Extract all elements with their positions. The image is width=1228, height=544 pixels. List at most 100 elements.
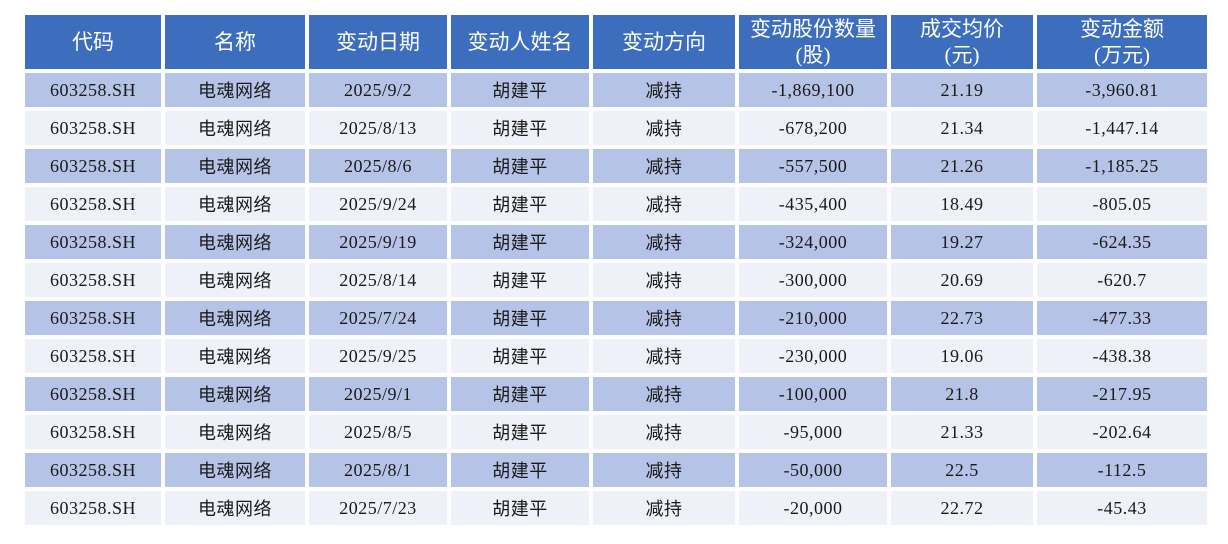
table-cell-person_name: 胡建平 — [451, 149, 589, 183]
table-cell-person_name: 胡建平 — [451, 73, 589, 107]
table-cell-direction: 减持 — [593, 73, 735, 107]
table-cell-avg_price: 21.34 — [891, 111, 1033, 145]
table-row: 603258.SH 电魂网络 2025/8/5 胡建平 减持 -95,000 21.33 -2… — [25, 415, 1207, 449]
table-cell-direction: 减持 — [593, 111, 735, 145]
table-cell-code: 603258.SH — [25, 415, 161, 449]
table-row: 603258.SH 电魂网络 2025/8/14 胡建平 减持 -300,000 20.69… — [25, 263, 1207, 297]
column-header-unit: (万元) — [1094, 43, 1150, 67]
table-cell-code: 603258.SH — [25, 225, 161, 259]
table-cell-person_name: 胡建平 — [451, 301, 589, 335]
column-header-text: 名称 — [167, 29, 303, 55]
table-cell-avg_price: 21.26 — [891, 149, 1033, 183]
table-cell-change_date: 2025/8/6 — [309, 149, 447, 183]
table-cell-shares_changed: -300,000 — [739, 263, 887, 297]
table-cell-change_date: 2025/9/2 — [309, 73, 447, 107]
table-cell-amount: -438.38 — [1037, 339, 1207, 373]
table-cell-direction: 减持 — [593, 491, 735, 525]
column-header-text: 变动人姓名 — [453, 29, 587, 55]
table-cell-person_name: 胡建平 — [451, 491, 589, 525]
table-cell-shares_changed: -678,200 — [739, 111, 887, 145]
table-cell-code: 603258.SH — [25, 339, 161, 373]
table-cell-direction: 减持 — [593, 415, 735, 449]
table-cell-direction: 减持 — [593, 301, 735, 335]
table-cell-shares_changed: -50,000 — [739, 453, 887, 487]
table-row: 603258.SH 电魂网络 2025/9/24 胡建平 减持 -435,400 18.49… — [25, 187, 1207, 221]
table-cell-avg_price: 22.73 — [891, 301, 1033, 335]
table-row: 603258.SH 电魂网络 2025/8/1 胡建平 减持 -50,000 22.5 -11… — [25, 453, 1207, 487]
table-cell-avg_price: 18.49 — [891, 187, 1033, 221]
column-header-label: 名称 — [214, 30, 256, 54]
table-cell-code: 603258.SH — [25, 301, 161, 335]
table-cell-name: 电魂网络 — [165, 187, 305, 221]
share-change-table: 代码 名称 变动日期 变动人姓名 变动方向 变动股份数量 (股) 成交均价 (元) 变动金额 (万元… — [21, 11, 1211, 529]
table-cell-avg_price: 22.5 — [891, 453, 1033, 487]
column-header-text: 变动金额 (万元) — [1039, 16, 1205, 68]
table-cell-amount: -217.95 — [1037, 377, 1207, 411]
table-cell-name: 电魂网络 — [165, 263, 305, 297]
table-cell-code: 603258.SH — [25, 377, 161, 411]
column-header-label: 变动日期 — [336, 30, 420, 54]
table-cell-person_name: 胡建平 — [451, 225, 589, 259]
table-cell-shares_changed: -100,000 — [739, 377, 887, 411]
table-cell-amount: -805.05 — [1037, 187, 1207, 221]
table-cell-code: 603258.SH — [25, 149, 161, 183]
table-cell-shares_changed: -230,000 — [739, 339, 887, 373]
table-cell-amount: -3,960.81 — [1037, 73, 1207, 107]
table-cell-avg_price: 21.33 — [891, 415, 1033, 449]
table-cell-shares_changed: -20,000 — [739, 491, 887, 525]
table-cell-person_name: 胡建平 — [451, 339, 589, 373]
table-cell-direction: 减持 — [593, 225, 735, 259]
table-cell-code: 603258.SH — [25, 111, 161, 145]
table-cell-amount: -45.43 — [1037, 491, 1207, 525]
table-cell-code: 603258.SH — [25, 73, 161, 107]
column-header-direction: 变动方向 — [593, 15, 735, 69]
table-cell-person_name: 胡建平 — [451, 415, 589, 449]
column-header-change_date: 变动日期 — [309, 15, 447, 69]
table-row: 603258.SH 电魂网络 2025/8/6 胡建平 减持 -557,500 21.26-… — [25, 149, 1207, 183]
table-cell-person_name: 胡建平 — [451, 187, 589, 221]
table-cell-person_name: 胡建平 — [451, 377, 589, 411]
table-cell-shares_changed: -210,000 — [739, 301, 887, 335]
table-cell-shares_changed: -557,500 — [739, 149, 887, 183]
table-cell-direction: 减持 — [593, 377, 735, 411]
table-cell-name: 电魂网络 — [165, 377, 305, 411]
column-header-unit: (股) — [795, 43, 831, 67]
table-cell-name: 电魂网络 — [165, 301, 305, 335]
table-cell-name: 电魂网络 — [165, 415, 305, 449]
table-cell-direction: 减持 — [593, 453, 735, 487]
table-row: 603258.SH 电魂网络 2025/9/1 胡建平 减持 -100,000 21.8 -2… — [25, 377, 1207, 411]
table-row: 603258.SH 电魂网络 2025/9/25 胡建平 减持 -230,000 19.06… — [25, 339, 1207, 373]
column-header-avg_price: 成交均价 (元) — [891, 15, 1033, 69]
table-cell-code: 603258.SH — [25, 491, 161, 525]
table-cell-direction: 减持 — [593, 263, 735, 297]
table-cell-change_date: 2025/9/24 — [309, 187, 447, 221]
table-cell-name: 电魂网络 — [165, 339, 305, 373]
table-cell-amount: -624.35 — [1037, 225, 1207, 259]
table-cell-direction: 减持 — [593, 149, 735, 183]
column-header-text: 变动日期 — [311, 29, 445, 55]
column-header-label: 代码 — [72, 30, 114, 54]
table-cell-change_date: 2025/8/13 — [309, 111, 447, 145]
column-header-label: 变动股份数量 — [750, 17, 876, 41]
table-cell-change_date: 2025/8/5 — [309, 415, 447, 449]
table-cell-change_date: 2025/8/1 — [309, 453, 447, 487]
table-cell-amount: -202.64 — [1037, 415, 1207, 449]
table-cell-avg_price: 22.72 — [891, 491, 1033, 525]
table-row: 603258.SH 电魂网络 2025/7/23 胡建平 减持 -20,000 22.72-… — [25, 491, 1207, 525]
table-cell-change_date: 2025/9/1 — [309, 377, 447, 411]
table-cell-name: 电魂网络 — [165, 149, 305, 183]
table-cell-shares_changed: -95,000 — [739, 415, 887, 449]
table-cell-amount: -620.7 — [1037, 263, 1207, 297]
table-row: 603258.SH 电魂网络 2025/9/19 胡建平 减持 -324,000 19.27… — [25, 225, 1207, 259]
column-header-label: 变动金额 — [1080, 17, 1164, 41]
table-cell-change_date: 2025/9/25 — [309, 339, 447, 373]
column-header-amount: 变动金额 (万元) — [1037, 15, 1207, 69]
column-header-label: 变动人姓名 — [467, 30, 573, 54]
table-cell-avg_price: 19.06 — [891, 339, 1033, 373]
column-header-code: 代码 — [25, 15, 161, 69]
table-cell-name: 电魂网络 — [165, 73, 305, 107]
table-cell-shares_changed: -435,400 — [739, 187, 887, 221]
table-cell-name: 电魂网络 — [165, 491, 305, 525]
column-header-text: 代码 — [27, 29, 159, 55]
